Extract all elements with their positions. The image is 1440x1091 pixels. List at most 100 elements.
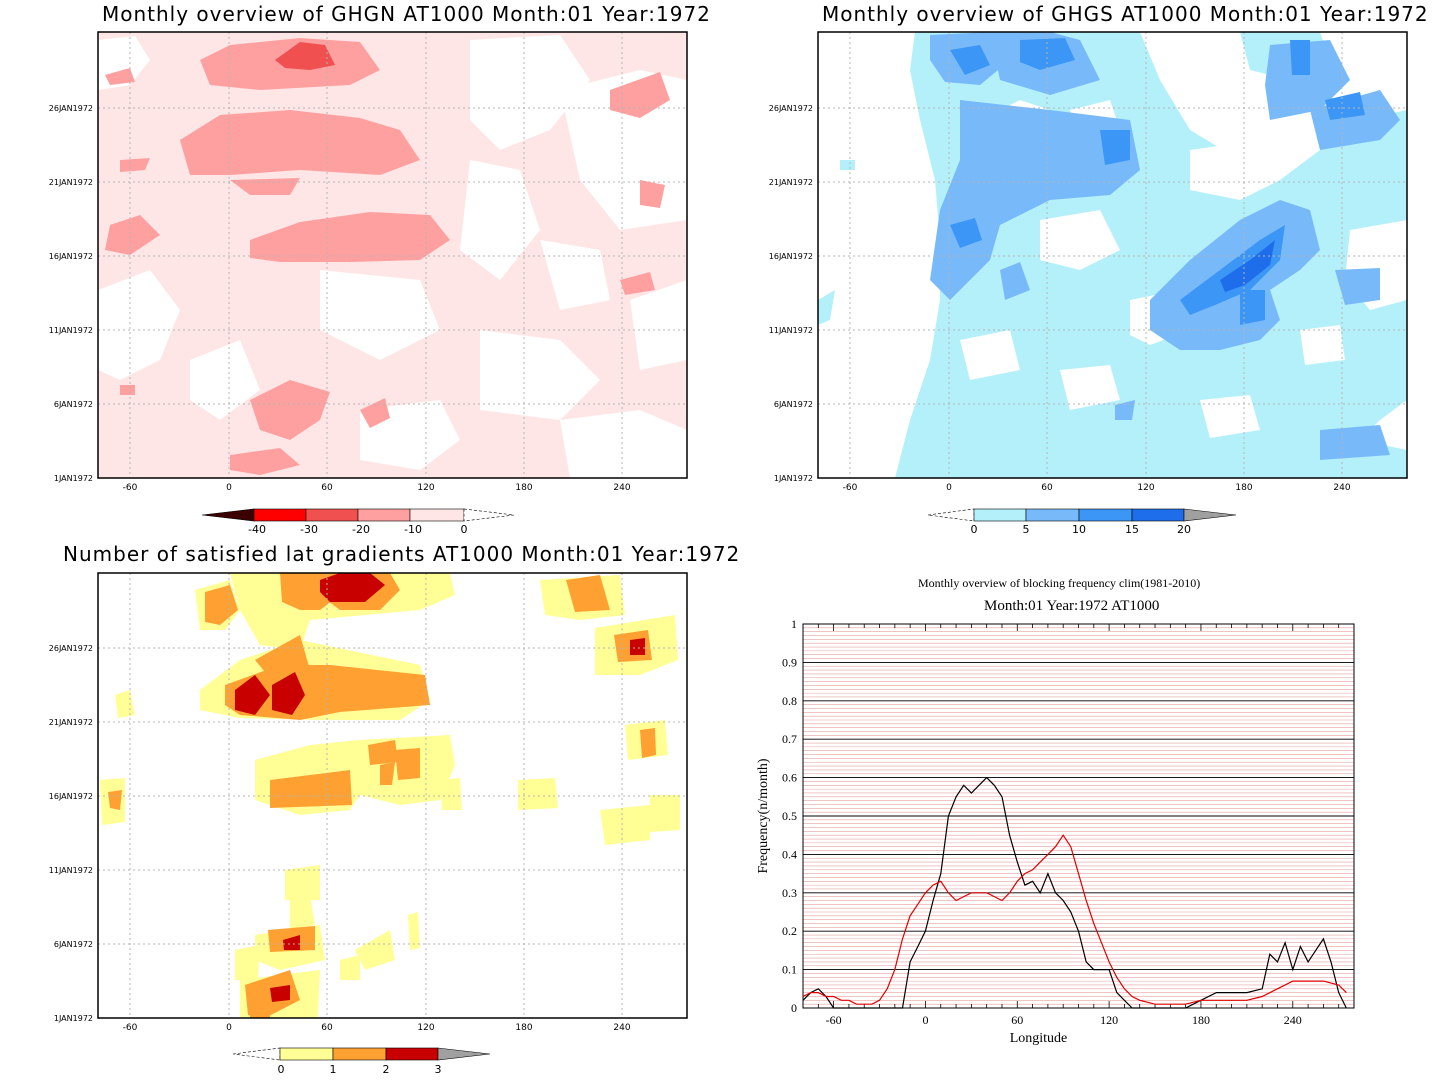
ghgs-panel: Monthly overview of GHGS AT1000 Month:01… <box>720 0 1440 545</box>
gradients-level3 <box>235 573 645 1002</box>
series-line-black <box>802 776 1347 1009</box>
x-tick: 180 <box>515 1023 532 1033</box>
colorbar-label: 0 <box>278 1063 285 1076</box>
gradients-x-ticks: -60 0 60 120 180 240 <box>123 1023 631 1033</box>
y-axis-label: Frequency(n/month) <box>756 758 771 873</box>
colorbar-label: 15 <box>1125 523 1139 536</box>
x-axis-label: Longitude <box>1010 1031 1068 1046</box>
blocking-chart: 0 0.1 0.2 0.3 0.4 0.5 0.6 0.7 0.8 0.9 1 -60 0 60 120 18… <box>756 617 1355 1046</box>
gradients-panel: Number of satisfied lat gradients AT1000… <box>0 540 739 1091</box>
colorbar-label: 20 <box>1177 523 1191 536</box>
blocking-subtitle: Month:01 Year:1972 AT1000 <box>984 598 1160 614</box>
ghgn-grid <box>98 32 687 478</box>
colorbar-label: 3 <box>435 1063 442 1076</box>
y-tick: 26JAN1972 <box>769 104 813 113</box>
y-tick: 1JAN1972 <box>774 474 813 483</box>
x-tick: -60 <box>123 483 138 493</box>
ghgn-contour-neg10 <box>105 38 670 475</box>
ghgn-colorbar: -40 -30 -20 -10 0 <box>201 508 515 536</box>
gradients-map: -60 0 60 120 180 240 1JAN1972 6JAN1972 1… <box>49 572 688 1076</box>
y-tick: 11JAN1972 <box>49 326 93 335</box>
colorbar-label: -20 <box>352 523 370 536</box>
y-tick-label: 0.4 <box>782 847 797 861</box>
x-tick: 60 <box>1041 483 1053 493</box>
ghgn-panel: Monthly overview of GHGN AT1000 Month:01… <box>0 0 720 545</box>
ghgs-title: Monthly overview of GHGS AT1000 Month:01… <box>822 2 1429 26</box>
colorbar-label: 0 <box>971 523 978 536</box>
y-tick-label: 0 <box>791 1001 797 1015</box>
ghgs-map: -60 0 60 120 180 240 1JAN1972 6JAN1972 1… <box>769 31 1408 536</box>
y-tick-label: 0.1 <box>782 963 797 977</box>
y-tick: 26JAN1972 <box>49 104 93 113</box>
y-tick: 6JAN1972 <box>774 400 813 409</box>
y-tick: 21JAN1972 <box>49 718 93 727</box>
ghgn-map: -60 0 60 120 180 240 1JAN1972 6JAN1972 1… <box>49 31 688 536</box>
x-tick: 240 <box>613 1023 630 1033</box>
gradients-grid <box>98 573 687 1018</box>
colorbar-label: 1 <box>330 1063 337 1076</box>
x-tick: -60 <box>843 483 858 493</box>
x-tick-label: 240 <box>1284 1013 1302 1027</box>
ghgs-y-ticks: 1JAN1972 6JAN1972 11JAN1972 16JAN1972 21… <box>769 104 813 483</box>
x-tick: 180 <box>515 483 532 493</box>
x-tick: 120 <box>417 1023 434 1033</box>
colorbar-label: -30 <box>300 523 318 536</box>
colorbar-label: -40 <box>248 523 266 536</box>
ghgn-y-ticks: 1JAN1972 6JAN1972 11JAN1972 16JAN1972 21… <box>49 104 93 483</box>
ghgn-contour-neg20 <box>275 42 335 70</box>
y-tick-label: 0.2 <box>782 924 797 938</box>
colorbar-label: 5 <box>1023 523 1030 536</box>
x-tick: 0 <box>226 483 232 493</box>
ghgn-title: Monthly overview of GHGN AT1000 Month:01… <box>102 2 711 26</box>
colorbar-label: 0 <box>461 523 468 536</box>
y-tick-label: 0.7 <box>782 732 797 746</box>
x-tick: 240 <box>1333 483 1350 493</box>
y-tick: 16JAN1972 <box>769 252 813 261</box>
y-tick: 11JAN1972 <box>49 866 93 875</box>
x-tick: 180 <box>1235 483 1252 493</box>
ghgs-x-ticks: -60 0 60 120 180 240 <box>843 483 1351 493</box>
x-tick-label: 180 <box>1192 1013 1210 1027</box>
x-tick-label: -60 <box>826 1013 842 1027</box>
colorbar-label: 10 <box>1072 523 1086 536</box>
y-tick-label: 1 <box>791 617 797 631</box>
gradients-y-ticks: 1JAN1972 6JAN1972 11JAN1972 16JAN1972 21… <box>49 644 93 1023</box>
colorbar-label: -10 <box>404 523 422 536</box>
x-tick: 120 <box>417 483 434 493</box>
ghgs-contour-15 <box>1220 240 1275 292</box>
y-tick: 1JAN1972 <box>54 474 93 483</box>
y-tick: 21JAN1972 <box>49 178 93 187</box>
y-tick-label: 0.8 <box>782 694 797 708</box>
gradients-title: Number of satisfied lat gradients AT1000… <box>63 542 741 566</box>
x-tick: 120 <box>1137 483 1154 493</box>
ghgs-contour-10 <box>950 38 1365 325</box>
y-tick: 16JAN1972 <box>49 792 93 801</box>
ghgn-x-ticks: -60 0 60 120 180 240 <box>123 483 631 493</box>
y-tick-label: 0.6 <box>782 771 797 785</box>
ghgs-grid <box>818 32 1407 478</box>
y-tick: 26JAN1972 <box>49 644 93 653</box>
series-line-red <box>802 834 1347 1005</box>
ghgs-colorbar: 0 5 10 15 20 <box>927 508 1237 536</box>
y-tick-label: 0.5 <box>782 809 797 823</box>
x-tick: 240 <box>613 483 630 493</box>
blocking-panel: Monthly overview of blocking frequency c… <box>720 560 1440 1091</box>
y-tick: 6JAN1972 <box>54 400 93 409</box>
x-tick: -60 <box>123 1023 138 1033</box>
y-tick-label: 0.9 <box>782 655 797 669</box>
gradients-colorbar: 0 1 2 3 <box>232 1047 491 1076</box>
blocking-title: Monthly overview of blocking frequency c… <box>918 576 1201 590</box>
y-tick: 21JAN1972 <box>769 178 813 187</box>
y-tick-label: 0.3 <box>782 886 797 900</box>
y-tick: 1JAN1972 <box>54 1014 93 1023</box>
y-tick: 16JAN1972 <box>49 252 93 261</box>
x-tick: 60 <box>321 483 333 493</box>
y-tick: 11JAN1972 <box>769 326 813 335</box>
x-tick: 0 <box>226 1023 232 1033</box>
x-tick: 60 <box>321 1023 333 1033</box>
colorbar-label: 2 <box>383 1063 390 1076</box>
x-tick-label: 0 <box>922 1013 928 1027</box>
x-tick: 0 <box>946 483 952 493</box>
x-tick-label: 60 <box>1011 1013 1023 1027</box>
x-tick-label: 120 <box>1100 1013 1118 1027</box>
